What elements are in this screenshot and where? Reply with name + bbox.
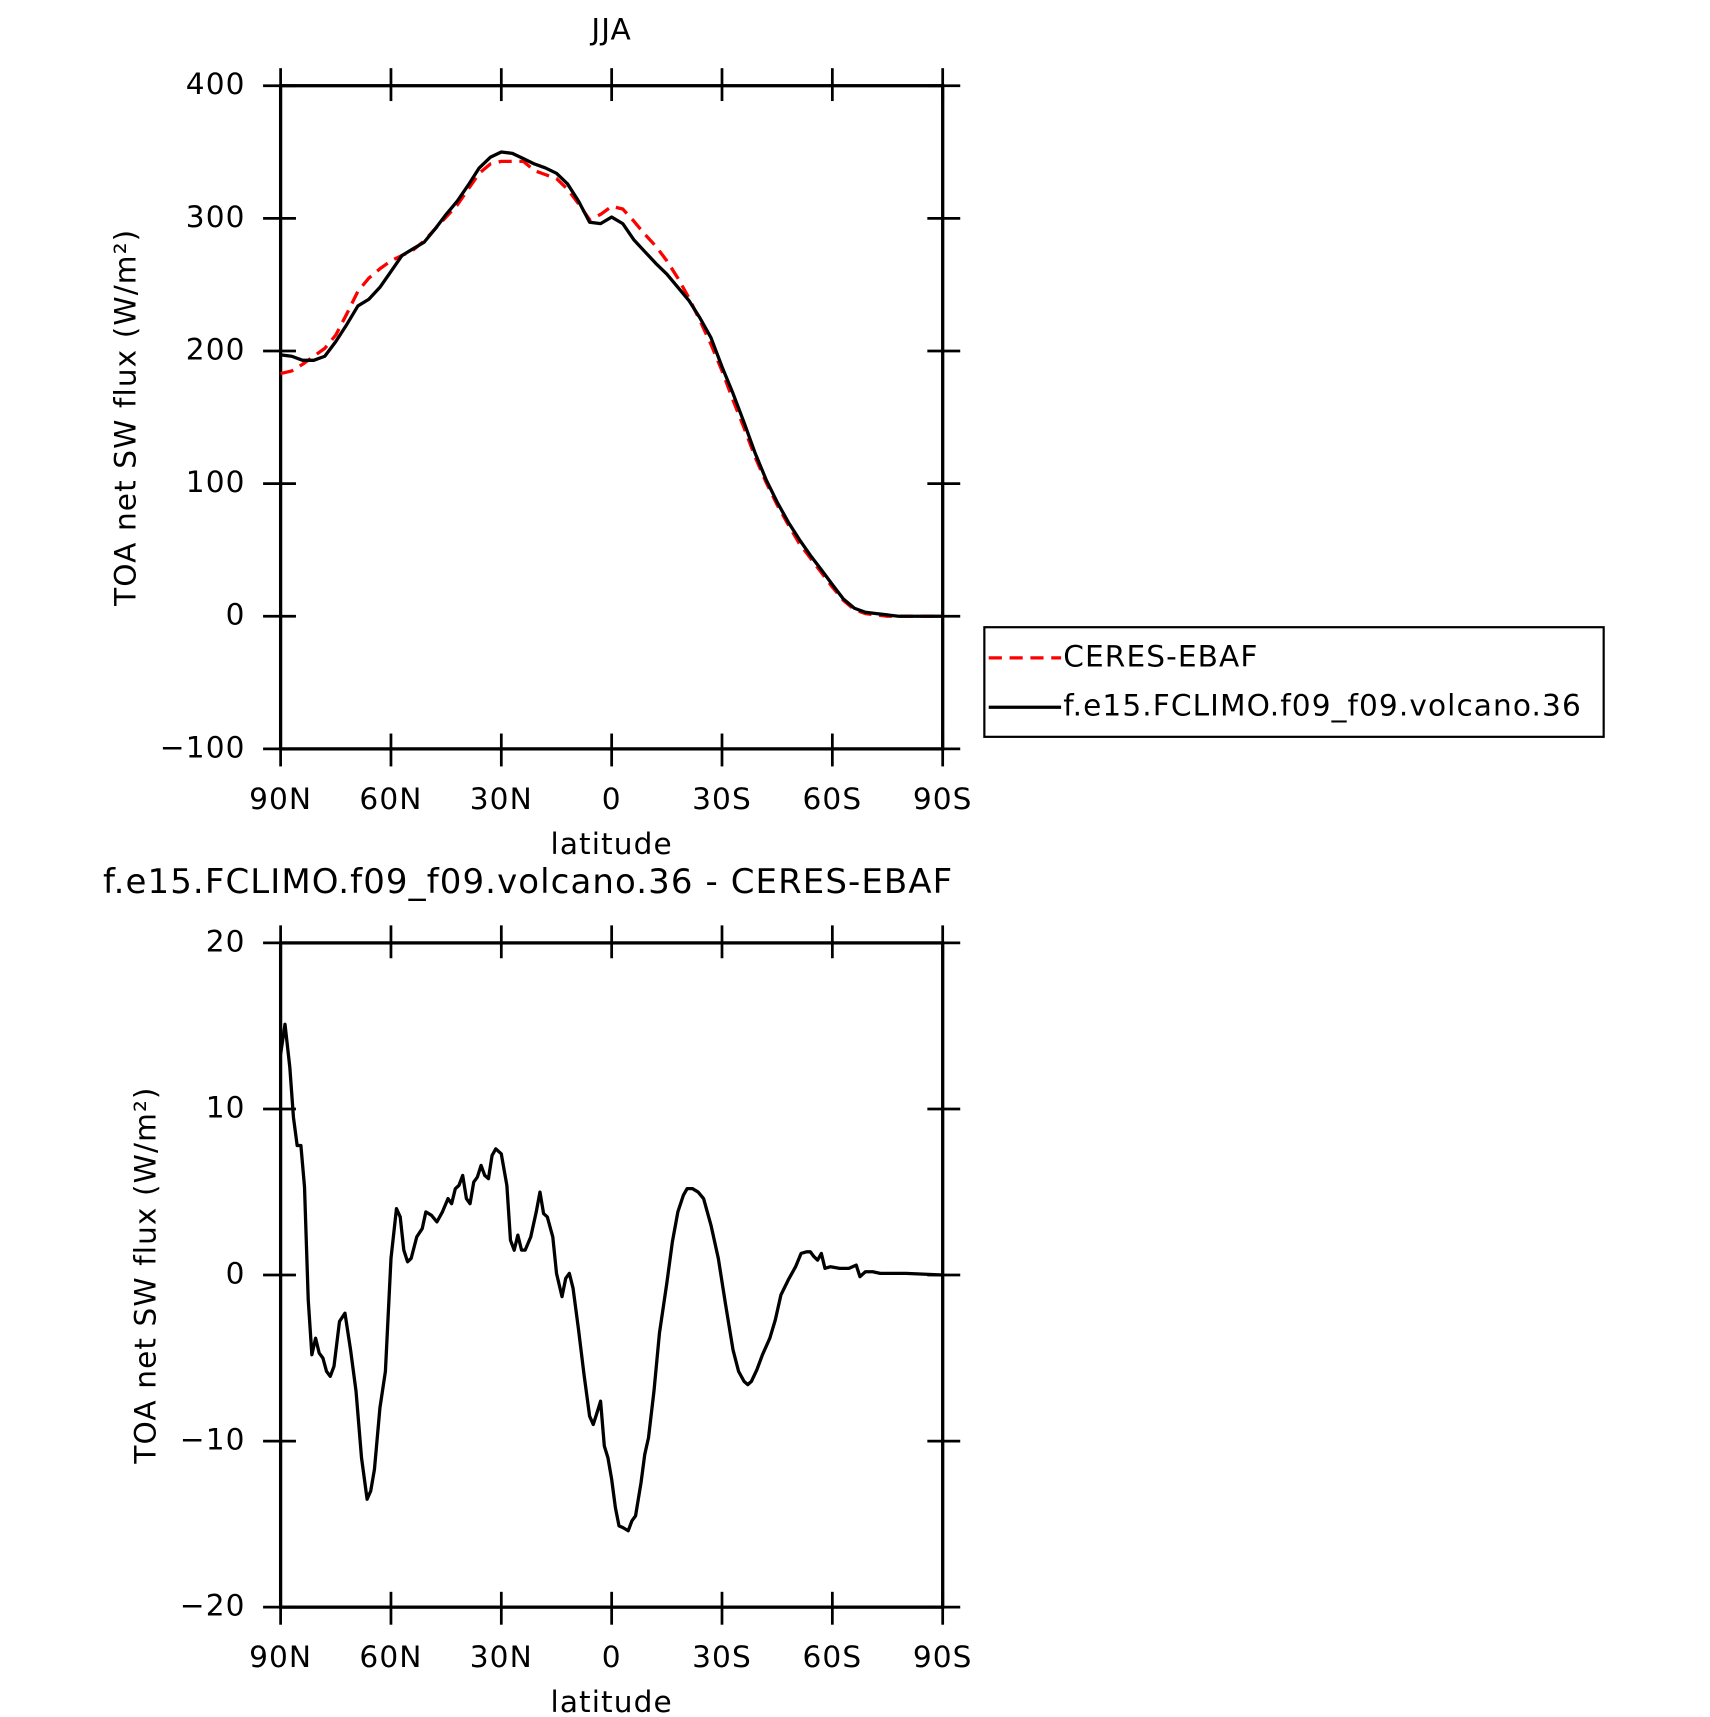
- plot-frame: [278, 941, 945, 1609]
- legend-label: CERES-EBAF: [1063, 639, 1258, 673]
- x-tick-label: 60S: [802, 782, 862, 816]
- x-tick-label: 60S: [802, 1640, 862, 1674]
- y-tick-label: 200: [186, 332, 246, 366]
- series-line: [280, 159, 943, 618]
- chart-title: JJA: [589, 12, 631, 46]
- x-tick-label: 90N: [249, 1640, 312, 1674]
- x-tick-label: 30N: [470, 782, 533, 816]
- y-tick-label: −20: [180, 1589, 246, 1623]
- x-tick-label: 0: [602, 782, 622, 816]
- y-tick-label: 20: [206, 924, 246, 958]
- y-axis-label: TOA net SW flux (W/m²): [128, 1086, 162, 1464]
- legend-label: f.e15.FCLIMO.f09_f09.volcano.36: [1063, 689, 1582, 723]
- legend-frame: [983, 626, 1605, 738]
- y-axis-label: TOA net SW flux (W/m²): [109, 229, 143, 607]
- y-tick-label: 0: [226, 598, 246, 632]
- x-tick-label: 30N: [470, 1640, 533, 1674]
- series-line: [278, 1022, 943, 1533]
- x-tick-label: 90N: [249, 782, 312, 816]
- y-tick-label: 10: [206, 1090, 246, 1124]
- chart-title: f.e15.FCLIMO.f09_f09.volcano.36 - CERES-…: [103, 862, 953, 902]
- y-tick-label: 400: [186, 67, 246, 101]
- x-axis-label: latitude: [551, 827, 673, 861]
- plot-frame: [278, 84, 945, 751]
- y-tick-label: −10: [180, 1423, 246, 1457]
- x-tick-label: 60N: [359, 782, 422, 816]
- x-axis-label: latitude: [551, 1685, 673, 1717]
- x-tick-label: 60N: [359, 1640, 422, 1674]
- x-tick-label: 30S: [692, 1640, 752, 1674]
- series-line: [280, 150, 943, 618]
- x-tick-label: 0: [602, 1640, 622, 1674]
- y-tick-label: −100: [160, 730, 246, 764]
- y-tick-label: 300: [186, 200, 246, 234]
- y-tick-label: 0: [226, 1257, 246, 1291]
- x-tick-label: 30S: [692, 782, 752, 816]
- x-tick-label: 90S: [913, 782, 973, 816]
- y-tick-label: 100: [186, 465, 246, 499]
- x-tick-label: 90S: [913, 1640, 973, 1674]
